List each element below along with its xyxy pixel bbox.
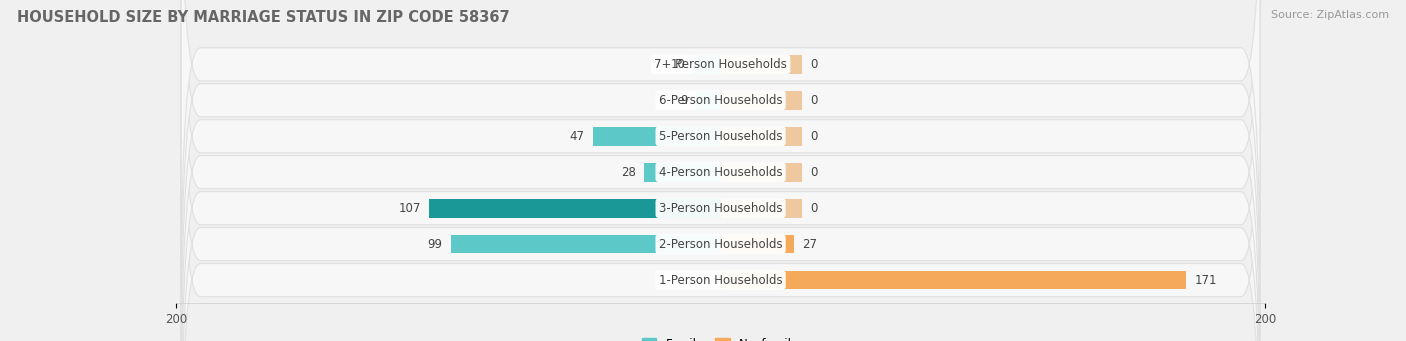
Text: 4-Person Households: 4-Person Households (659, 166, 782, 179)
Text: 7+ Person Households: 7+ Person Households (654, 58, 787, 71)
Text: Source: ZipAtlas.com: Source: ZipAtlas.com (1271, 10, 1389, 20)
Text: 0: 0 (810, 202, 818, 215)
Text: 0: 0 (810, 166, 818, 179)
Text: HOUSEHOLD SIZE BY MARRIAGE STATUS IN ZIP CODE 58367: HOUSEHOLD SIZE BY MARRIAGE STATUS IN ZIP… (17, 10, 509, 25)
Text: 3-Person Households: 3-Person Households (659, 202, 782, 215)
Legend: Family, Nonfamily: Family, Nonfamily (637, 333, 804, 341)
Text: 2-Person Households: 2-Person Households (659, 238, 782, 251)
Text: 0: 0 (810, 58, 818, 71)
Bar (429, 199, 721, 218)
Bar (721, 55, 803, 74)
Text: 5-Person Households: 5-Person Households (659, 130, 782, 143)
Text: 99: 99 (427, 238, 443, 251)
FancyBboxPatch shape (181, 45, 1260, 341)
FancyBboxPatch shape (181, 0, 1260, 341)
Text: 9: 9 (681, 94, 688, 107)
Text: 47: 47 (569, 130, 585, 143)
Bar (721, 163, 803, 181)
Text: 0: 0 (810, 130, 818, 143)
Bar (451, 235, 721, 253)
FancyBboxPatch shape (181, 0, 1260, 299)
Bar (721, 199, 803, 218)
Text: 28: 28 (621, 166, 636, 179)
Text: 1-Person Households: 1-Person Households (659, 273, 782, 286)
Bar (721, 91, 803, 109)
Text: 27: 27 (803, 238, 817, 251)
Bar (644, 163, 721, 181)
Text: 107: 107 (398, 202, 420, 215)
Bar (696, 91, 721, 109)
Bar (721, 271, 1187, 290)
Bar (592, 127, 721, 146)
Text: 6-Person Households: 6-Person Households (659, 94, 782, 107)
FancyBboxPatch shape (181, 0, 1260, 341)
Text: 171: 171 (1195, 273, 1218, 286)
Bar (721, 127, 803, 146)
Bar (721, 235, 794, 253)
FancyBboxPatch shape (181, 0, 1260, 336)
FancyBboxPatch shape (181, 0, 1260, 341)
Text: 0: 0 (810, 94, 818, 107)
FancyBboxPatch shape (181, 9, 1260, 341)
Text: 10: 10 (671, 58, 685, 71)
Bar (693, 55, 721, 74)
